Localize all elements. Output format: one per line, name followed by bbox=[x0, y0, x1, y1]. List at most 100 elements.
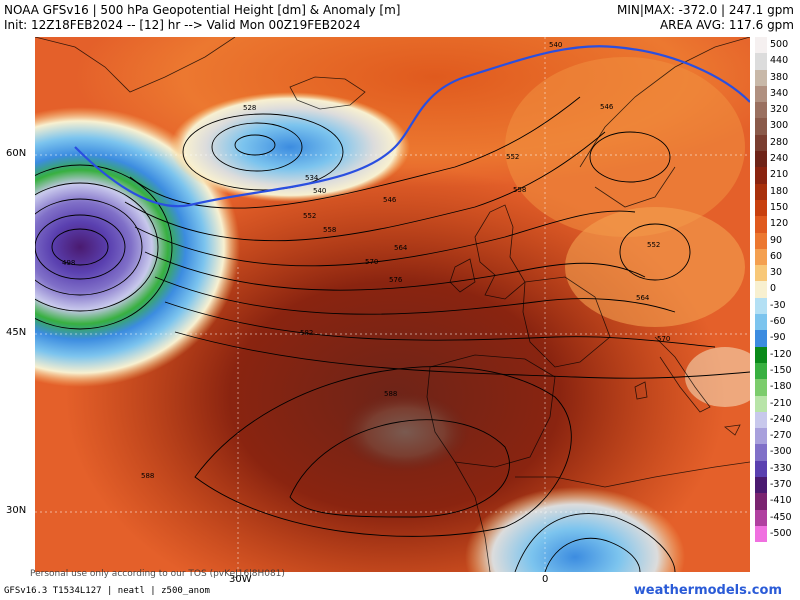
europe-weak-low bbox=[565, 207, 745, 327]
map-title: NOAA GFSv16 | 500 hPa Geopotential Heigh… bbox=[4, 3, 401, 17]
legend-swatch bbox=[755, 183, 767, 200]
legend-row: -450 bbox=[755, 509, 800, 526]
legend-row: -120 bbox=[755, 346, 800, 363]
legend-row: -210 bbox=[755, 395, 800, 412]
legend-row: 150 bbox=[755, 199, 800, 217]
contour-label: 552 bbox=[506, 153, 519, 161]
legend-swatch bbox=[755, 151, 767, 168]
contour-label: 552 bbox=[647, 241, 660, 249]
contour-label: 582 bbox=[300, 329, 313, 337]
africa-coast bbox=[454, 461, 750, 572]
legend-row: 280 bbox=[755, 134, 800, 152]
legend-row: -60 bbox=[755, 314, 800, 331]
legend-label: 280 bbox=[770, 136, 789, 148]
legend-row: 320 bbox=[755, 102, 800, 119]
legend-label: -150 bbox=[770, 364, 792, 376]
legend-swatch bbox=[755, 395, 767, 412]
legend-label: 500 bbox=[770, 39, 789, 50]
italy-coast bbox=[654, 336, 711, 413]
legend-swatch bbox=[755, 477, 767, 494]
lat-label-30n: 30N bbox=[6, 505, 27, 516]
legend-row: -300 bbox=[755, 444, 800, 461]
legend-swatch bbox=[755, 85, 767, 103]
geopotential-anomaly-map: 528 534 540 546 552 558 564 570 576 582 … bbox=[35, 37, 750, 572]
legend-swatch bbox=[755, 330, 767, 347]
legend-label: 120 bbox=[770, 218, 789, 230]
legend-swatch bbox=[755, 53, 767, 70]
contour-label: 546 bbox=[600, 103, 614, 111]
legend-label: -210 bbox=[770, 397, 792, 409]
legend-row: 0 bbox=[755, 281, 800, 298]
legend-label: 320 bbox=[770, 104, 789, 116]
legend-label: -300 bbox=[770, 446, 792, 458]
legend-row: -150 bbox=[755, 362, 800, 380]
legend-swatch bbox=[755, 379, 767, 396]
site-link[interactable]: weathermodels.com bbox=[633, 583, 782, 598]
legend-row: -90 bbox=[755, 330, 800, 347]
legend-row: 500 bbox=[755, 37, 800, 54]
subtropical-low bbox=[465, 487, 685, 572]
legend-swatch bbox=[755, 265, 767, 282]
legend-row: -410 bbox=[755, 493, 800, 510]
legend-label: 150 bbox=[770, 201, 789, 213]
legend-label: 440 bbox=[770, 55, 789, 67]
contour-label: 570 bbox=[657, 335, 670, 343]
legend-swatch bbox=[755, 216, 767, 233]
legend-row: 440 bbox=[755, 53, 800, 70]
legend-label: 90 bbox=[770, 234, 783, 246]
legend-swatch bbox=[755, 411, 767, 429]
legend-label: 0 bbox=[770, 283, 777, 295]
legend-label: -410 bbox=[770, 495, 792, 507]
legend-row: 340 bbox=[755, 85, 800, 103]
legend-label: 300 bbox=[770, 120, 789, 132]
legend-label: -370 bbox=[770, 479, 792, 491]
height-contours bbox=[35, 96, 750, 572]
legend-swatch bbox=[755, 248, 767, 266]
legend-row: 30 bbox=[755, 265, 800, 282]
contour-label: 558 bbox=[513, 186, 526, 194]
legend-swatch bbox=[755, 297, 767, 315]
legend-row: 240 bbox=[755, 151, 800, 168]
legend-row: -500 bbox=[755, 525, 800, 543]
contour-label: 546 bbox=[383, 196, 397, 204]
legend-label: -450 bbox=[770, 511, 792, 523]
legend-row: -240 bbox=[755, 411, 800, 429]
legend-row: 90 bbox=[755, 232, 800, 249]
lat-label-45n: 45N bbox=[6, 327, 27, 338]
contour-label: 570 bbox=[365, 258, 378, 266]
contour-label: 558 bbox=[323, 226, 336, 234]
legend-row: 380 bbox=[755, 69, 800, 86]
contour-label: 528 bbox=[243, 104, 256, 112]
contour-label: 588 bbox=[384, 390, 397, 398]
legend-label: -500 bbox=[770, 527, 792, 539]
ireland-coast bbox=[449, 258, 476, 293]
legend-label: 60 bbox=[770, 250, 783, 262]
legend-swatch bbox=[755, 428, 767, 445]
greenland-coast bbox=[35, 37, 236, 93]
south-greenland-low bbox=[170, 92, 410, 202]
legend-row: -370 bbox=[755, 477, 800, 494]
legend-label: -270 bbox=[770, 430, 792, 442]
lon-label-30w: 30W bbox=[229, 574, 252, 585]
contour-540-line bbox=[74, 45, 750, 208]
contour-label: 540 bbox=[313, 187, 326, 195]
legend-label: -120 bbox=[770, 348, 792, 360]
legend-label: -330 bbox=[770, 462, 792, 474]
legend-swatch bbox=[755, 493, 767, 510]
legend-row: 300 bbox=[755, 118, 800, 135]
contour-label: 588 bbox=[141, 472, 154, 480]
contour-label: 534 bbox=[305, 174, 319, 182]
legend-swatch bbox=[755, 167, 767, 184]
legend-label: -90 bbox=[770, 332, 786, 344]
east-atlantic-cutoff bbox=[685, 347, 750, 407]
legend-label: 380 bbox=[770, 71, 789, 83]
contour-label-group: 528 534 540 546 552 558 564 570 576 582 … bbox=[62, 41, 670, 480]
legend-row: -180 bbox=[755, 379, 800, 396]
legend-swatch bbox=[755, 444, 767, 461]
contour-label: 576 bbox=[389, 276, 403, 284]
legend-row: -30 bbox=[755, 297, 800, 315]
color-legend: 500 440 380 340 320 300 280 240 210 180 150 120 90 60… bbox=[755, 37, 800, 543]
iceland-coast bbox=[289, 76, 366, 110]
legend-row: 180 bbox=[755, 183, 800, 200]
france-coast bbox=[522, 276, 611, 368]
